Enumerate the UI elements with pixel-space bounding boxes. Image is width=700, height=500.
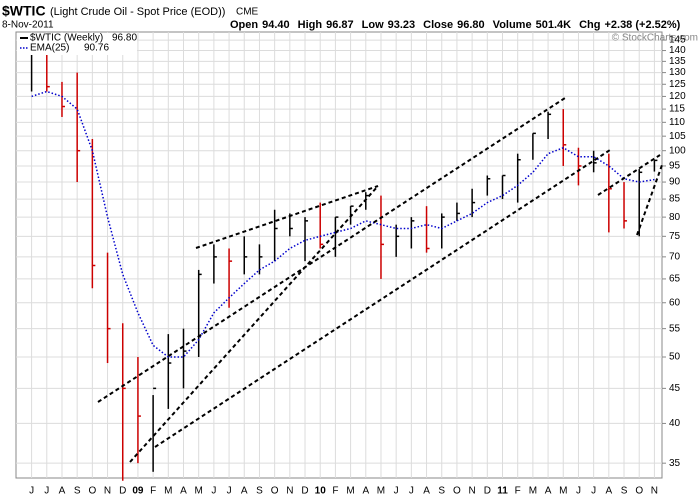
x-tick-label: J bbox=[227, 486, 232, 497]
x-tick-label: M bbox=[346, 486, 354, 497]
x-tick-label: J bbox=[576, 486, 581, 497]
x-tick-label: 09 bbox=[132, 486, 144, 497]
trendline bbox=[97, 97, 566, 403]
quote-label: Chg bbox=[579, 19, 600, 31]
plot-frame bbox=[15, 31, 663, 479]
y-tick-label: 60 bbox=[669, 297, 681, 308]
x-tick-label: N bbox=[286, 486, 293, 497]
y-tick-label: 115 bbox=[669, 104, 685, 115]
y-tick-label: 75 bbox=[669, 231, 681, 242]
trendline bbox=[636, 164, 663, 236]
y-tick-label: 55 bbox=[669, 323, 681, 334]
x-tick-label: N bbox=[469, 486, 476, 497]
x-tick-label: N bbox=[651, 486, 658, 497]
chart-title: $WTIC bbox=[2, 3, 46, 19]
y-tick-label: 45 bbox=[669, 383, 681, 394]
x-tick-label: F bbox=[515, 486, 521, 497]
x-tick-label: D bbox=[119, 486, 126, 497]
y-tick-label: 95 bbox=[669, 161, 681, 172]
x-tick-label: M bbox=[164, 486, 172, 497]
x-tick-label: M bbox=[529, 486, 537, 497]
y-tick-label: 70 bbox=[669, 252, 681, 263]
y-tick-label: 130 bbox=[669, 67, 686, 78]
x-tick-label: M bbox=[195, 486, 203, 497]
y-tick-label: 85 bbox=[669, 194, 681, 205]
x-tick-label: 10 bbox=[315, 486, 327, 497]
x-tick-label: S bbox=[74, 486, 81, 497]
x-tick-label: J bbox=[591, 486, 596, 497]
x-tick-label: J bbox=[29, 486, 34, 497]
chart-subtitle: (Light Crude Oil - Spot Price (EOD)) bbox=[50, 6, 225, 18]
quote-value: 96.80 bbox=[457, 19, 485, 31]
quote-label: High bbox=[298, 19, 323, 31]
x-tick-label: A bbox=[362, 486, 369, 497]
x-tick-label: M bbox=[377, 486, 385, 497]
quote: Open 94.40 High 96.87 Low 93.23 Close 96.80 Volu… bbox=[230, 19, 681, 31]
x-tick-label: J bbox=[44, 486, 49, 497]
x-tick-label: N bbox=[104, 486, 111, 497]
x-tick-label: S bbox=[438, 486, 445, 497]
y-tick-label: 80 bbox=[669, 212, 681, 223]
x-tick-label: F bbox=[150, 486, 156, 497]
quote-value: 96.87 bbox=[326, 19, 354, 31]
x-tick-label: S bbox=[256, 486, 263, 497]
x-tick-label: M bbox=[559, 486, 567, 497]
y-tick-label: 65 bbox=[669, 274, 681, 285]
quote-value: 501.4K bbox=[536, 19, 572, 31]
x-tick-label: F bbox=[332, 486, 338, 497]
y-tick-label: 120 bbox=[669, 91, 686, 102]
exchange: CME bbox=[236, 7, 259, 18]
y-tick-label: 50 bbox=[669, 352, 681, 363]
quote-value: 94.40 bbox=[262, 19, 290, 31]
x-tick-label: J bbox=[211, 486, 216, 497]
x-tick-label: O bbox=[271, 486, 279, 497]
trendline bbox=[597, 154, 661, 196]
x-tick-label: A bbox=[423, 486, 430, 497]
x-tick-label: D bbox=[484, 486, 491, 497]
x-tick-label: A bbox=[545, 486, 552, 497]
x-tick-label: D bbox=[301, 486, 308, 497]
x-tick-label: S bbox=[621, 486, 628, 497]
x-tick-label: A bbox=[605, 486, 612, 497]
y-tick-label: 140 bbox=[669, 45, 686, 56]
legend-bg bbox=[17, 33, 137, 55]
x-tick-label: 11 bbox=[497, 486, 508, 497]
y-tick-label: 135 bbox=[669, 56, 686, 67]
y-tick-label: 100 bbox=[669, 145, 686, 156]
x-tick-label: O bbox=[453, 486, 461, 497]
trendlines bbox=[97, 97, 663, 463]
y-tick-label: 35 bbox=[669, 458, 681, 469]
y-tick-label: 125 bbox=[669, 79, 686, 90]
y-tick-label: 110 bbox=[669, 117, 685, 128]
x-tick-label: O bbox=[88, 486, 96, 497]
legend-value: 96.80 bbox=[112, 33, 137, 44]
legend-label: $WTIC (Weekly) bbox=[30, 33, 103, 44]
y-tick-label: 145 bbox=[669, 35, 686, 46]
quote-value: +2.38 (+2.52%) bbox=[604, 19, 680, 31]
date: 8-Nov-2011 bbox=[2, 20, 54, 31]
x-tick-label: A bbox=[241, 486, 248, 497]
x-tick-label: J bbox=[394, 486, 399, 497]
x-tick-label: J bbox=[409, 486, 414, 497]
x-tick-label: A bbox=[180, 486, 187, 497]
quote-label: Low bbox=[362, 19, 384, 31]
y-tick-label: 105 bbox=[669, 131, 686, 142]
copyright: © StockCharts.com bbox=[612, 33, 698, 44]
quote-value: 93.23 bbox=[388, 19, 416, 31]
x-tick-label: O bbox=[635, 486, 643, 497]
quote-label: Volume bbox=[493, 19, 532, 31]
legend-value: 90.76 bbox=[84, 43, 109, 54]
quote-label: Close bbox=[423, 19, 453, 31]
x-tick-label: A bbox=[59, 486, 66, 497]
quote-label: Open bbox=[230, 19, 258, 31]
legend-label: EMA(25) bbox=[30, 43, 69, 54]
y-tick-label: 90 bbox=[669, 177, 681, 188]
trendline bbox=[129, 185, 379, 463]
y-tick-label: 40 bbox=[669, 418, 681, 429]
